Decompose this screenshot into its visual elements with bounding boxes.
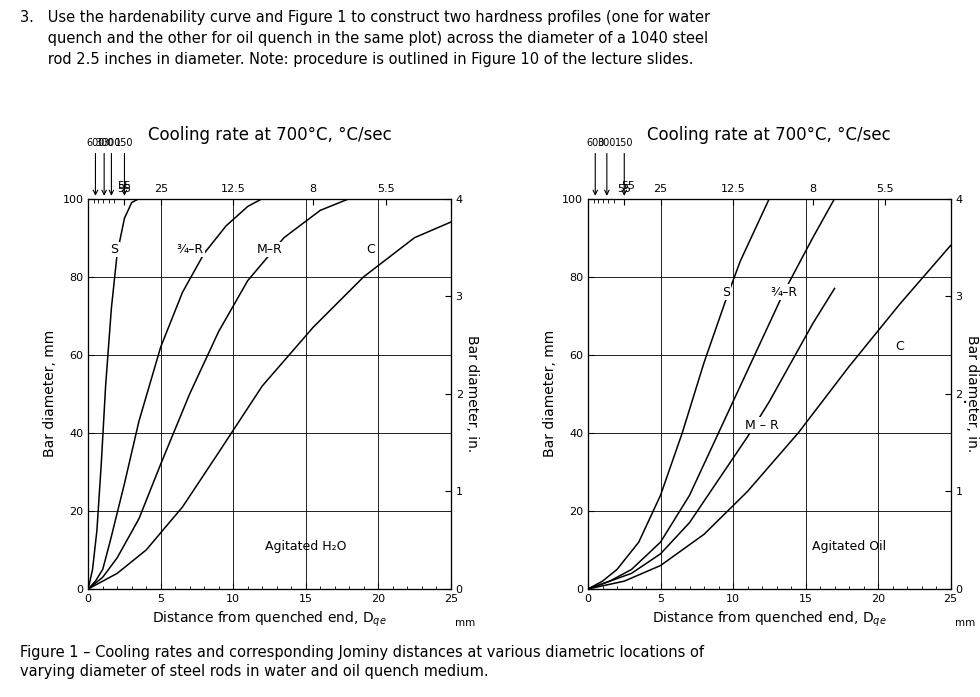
- Text: 55: 55: [621, 181, 636, 191]
- Text: M – R: M – R: [745, 418, 779, 431]
- Text: 300: 300: [598, 138, 616, 194]
- Text: rod 2.5 inches in diameter. Note: procedure is outlined in Figure 10 of the lect: rod 2.5 inches in diameter. Note: proced…: [20, 52, 693, 68]
- Text: Figure 1 – Cooling rates and corresponding Jominy distances at various diametric: Figure 1 – Cooling rates and correspondi…: [20, 645, 704, 660]
- Text: Agitated H₂O: Agitated H₂O: [265, 539, 347, 553]
- X-axis label: Distance from quenched end, D$_{qe}$: Distance from quenched end, D$_{qe}$: [152, 609, 387, 629]
- Text: ¾–R: ¾–R: [176, 243, 203, 256]
- Y-axis label: Bar diameter, mm: Bar diameter, mm: [543, 330, 557, 457]
- Text: varying diameter of steel rods in water and oil quench medium.: varying diameter of steel rods in water …: [20, 664, 488, 679]
- Title: Cooling rate at 700°C, °C/sec: Cooling rate at 700°C, °C/sec: [148, 126, 391, 144]
- Y-axis label: Bar diameter, mm: Bar diameter, mm: [43, 330, 57, 457]
- Text: S: S: [111, 243, 119, 256]
- Text: 150: 150: [615, 138, 633, 194]
- Text: Agitated Oil: Agitated Oil: [812, 539, 886, 553]
- Y-axis label: Bar diameter, in.: Bar diameter, in.: [965, 335, 979, 452]
- Text: S: S: [722, 286, 730, 299]
- Text: 300: 300: [102, 138, 121, 194]
- Text: C: C: [896, 340, 905, 353]
- Text: 55: 55: [118, 181, 131, 191]
- Title: Cooling rate at 700°C, °C/sec: Cooling rate at 700°C, °C/sec: [648, 126, 891, 144]
- Text: quench and the other for oil quench in the same plot) across the diameter of a 1: quench and the other for oil quench in t…: [20, 31, 708, 47]
- Text: 300: 300: [95, 138, 114, 194]
- Text: mm: mm: [955, 618, 975, 628]
- Text: 3.   Use the hardenability curve and Figure 1 to construct two hardness profiles: 3. Use the hardenability curve and Figur…: [20, 10, 710, 26]
- Text: 600: 600: [586, 138, 605, 194]
- Text: C: C: [367, 243, 375, 256]
- Text: mm: mm: [455, 618, 475, 628]
- Text: ¾–R: ¾–R: [770, 286, 798, 299]
- Text: .: .: [962, 388, 968, 407]
- Text: 150: 150: [116, 138, 133, 194]
- X-axis label: Distance from quenched end, D$_{qe}$: Distance from quenched end, D$_{qe}$: [652, 609, 887, 629]
- Y-axis label: Bar diameter, in.: Bar diameter, in.: [466, 335, 479, 452]
- Text: M–R: M–R: [257, 243, 282, 256]
- Text: 600: 600: [86, 138, 105, 194]
